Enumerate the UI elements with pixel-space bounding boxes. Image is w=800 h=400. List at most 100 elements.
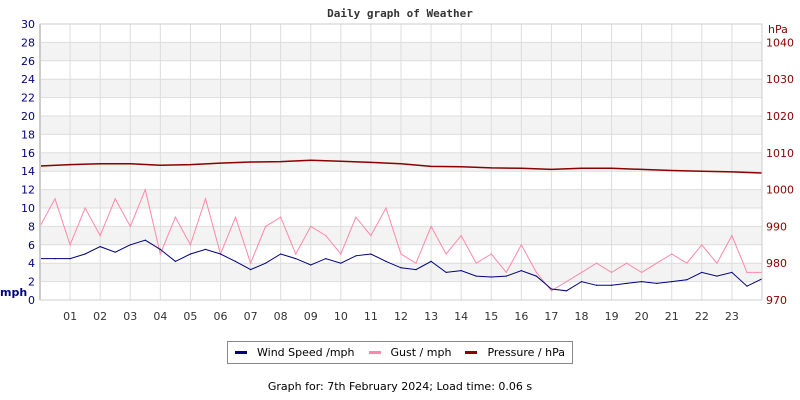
data-point-wind: [54, 258, 56, 260]
data-point-pressure: [189, 163, 192, 166]
data-point-wind: [400, 267, 402, 269]
data-point-pressure: [610, 167, 613, 169]
data-point-gust: [355, 216, 357, 218]
data-point-wind: [656, 282, 658, 285]
data-point-wind: [445, 271, 447, 273]
data-point-wind: [701, 271, 703, 273]
data-point-gust: [445, 253, 447, 255]
data-point-pressure: [490, 167, 492, 169]
data-point-gust: [580, 271, 583, 273]
y-tick-label-left: 2: [28, 276, 35, 289]
data-point-pressure: [520, 167, 522, 169]
data-point-gust: [686, 262, 688, 264]
y-axis-label-left: mph: [0, 286, 27, 299]
data-point-wind: [716, 275, 718, 277]
y-tick-label-right: 1040: [766, 36, 794, 49]
y-tick-label-left: 18: [21, 128, 35, 141]
data-point-wind: [565, 290, 568, 292]
data-point-wind: [129, 244, 131, 246]
data-point-wind: [580, 281, 583, 283]
x-tick-label: 01: [63, 310, 77, 323]
gust-swatch: [368, 351, 381, 354]
legend-label: Wind Speed /mph: [257, 346, 355, 359]
legend-item-gust: Gust / mph: [368, 346, 451, 359]
data-point-gust: [114, 198, 116, 200]
x-tick-label: 10: [334, 310, 348, 323]
data-point-wind: [69, 258, 71, 260]
data-point-pressure: [249, 161, 252, 163]
data-point-gust: [415, 262, 417, 264]
data-point-pressure: [280, 161, 282, 163]
data-point-wind: [144, 239, 146, 241]
footer-text: Graph for: 7th February 2024; Load time:…: [267, 380, 533, 393]
data-point-gust: [144, 189, 146, 191]
data-point-wind: [505, 275, 507, 277]
data-point-wind: [731, 271, 733, 273]
x-tick-label: 14: [454, 310, 468, 323]
data-point-gust: [656, 262, 658, 264]
data-point-pressure: [460, 166, 462, 168]
data-point-wind: [325, 258, 327, 260]
x-tick-label: 12: [394, 310, 408, 323]
y-tick-label-left: 24: [21, 73, 35, 86]
y-tick-label-left: 0: [28, 294, 35, 307]
data-point-gust: [69, 244, 71, 246]
y-tick-label-left: 10: [21, 202, 35, 215]
y-tick-label-right: 1030: [766, 73, 794, 86]
data-point-pressure: [310, 159, 312, 161]
data-point-wind: [595, 284, 598, 286]
data-point-wind: [174, 260, 176, 262]
data-point-gust: [505, 271, 507, 273]
x-tick-label: 13: [424, 310, 438, 323]
y-tick-label-right: 970: [766, 294, 787, 307]
data-point-gust: [475, 262, 477, 264]
data-point-wind: [475, 275, 477, 277]
data-point-gust: [520, 244, 522, 246]
x-tick-label: 04: [153, 310, 167, 323]
data-point-gust: [310, 225, 312, 227]
chart-title: Daily graph of Weather: [327, 7, 473, 20]
data-point-wind: [280, 253, 282, 255]
data-point-gust: [280, 216, 282, 218]
x-tick-label: 22: [695, 310, 709, 323]
data-point-wind: [295, 258, 297, 260]
data-point-wind: [99, 246, 101, 248]
data-point-wind: [370, 253, 372, 255]
data-point-gust: [84, 207, 86, 209]
y-tick-label-left: 6: [28, 239, 35, 252]
data-point-wind: [84, 253, 86, 255]
data-point-wind: [746, 285, 748, 287]
data-point-gust: [550, 290, 553, 292]
y-tick-label-left: 12: [21, 184, 35, 197]
x-tick-label: 15: [484, 310, 498, 323]
y-tick-label-left: 30: [21, 18, 35, 31]
y-tick-label-left: 8: [28, 220, 35, 233]
data-point-wind: [535, 275, 537, 277]
data-point-gust: [204, 198, 207, 200]
y-tick-label-right: 1010: [766, 147, 794, 160]
data-point-wind: [234, 260, 237, 262]
data-point-pressure: [701, 170, 703, 172]
data-point-gust: [671, 253, 673, 255]
data-point-gust: [385, 207, 387, 209]
data-point-pressure: [340, 160, 342, 162]
legend-label: Pressure / hPa: [487, 346, 565, 359]
y-tick-label-left: 22: [21, 92, 35, 105]
data-point-gust: [400, 253, 402, 255]
data-point-pressure: [159, 164, 161, 166]
y-tick-label-left: 20: [21, 110, 35, 123]
data-point-gust: [234, 216, 237, 218]
data-point-gust: [99, 235, 101, 237]
data-point-gust: [54, 198, 56, 200]
x-tick-label: 09: [304, 310, 318, 323]
data-point-wind: [114, 251, 116, 253]
y-tick-label-left: 26: [21, 55, 35, 68]
data-point-gust: [595, 262, 598, 264]
data-point-gust: [626, 262, 628, 264]
data-point-pressure: [550, 168, 553, 170]
y-tick-label-left: 14: [21, 165, 35, 178]
data-point-wind: [610, 284, 613, 286]
x-tick-label: 05: [183, 310, 197, 323]
x-tick-label: 21: [665, 310, 679, 323]
data-point-wind: [265, 262, 267, 264]
